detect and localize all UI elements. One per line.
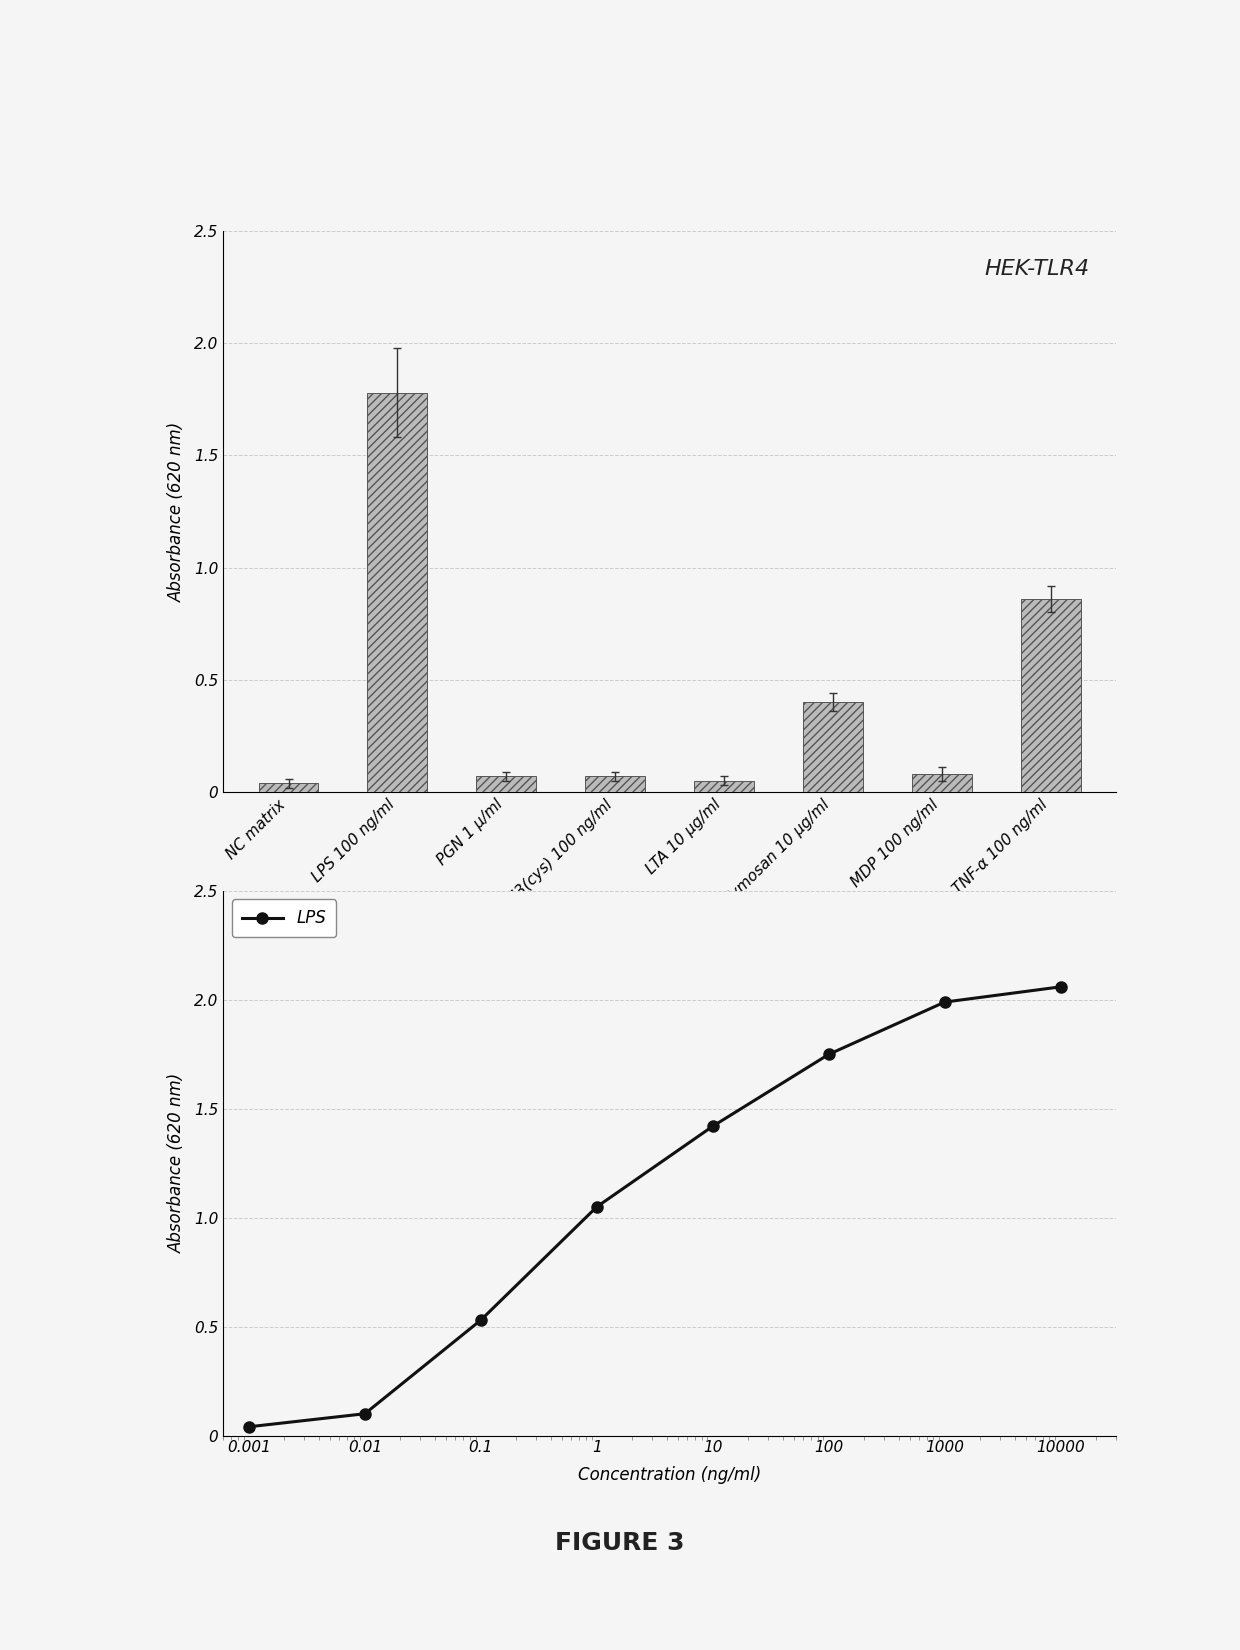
- LPS: [474, 1310, 489, 1330]
- Y-axis label: Absorbance (620 nm): Absorbance (620 nm): [167, 1072, 186, 1254]
- Text: FIGURE 3: FIGURE 3: [556, 1531, 684, 1554]
- Bar: [259, 784, 319, 792]
- LPS: [242, 1417, 257, 1437]
- Bar: [694, 780, 754, 792]
- LPS: [821, 1044, 836, 1064]
- Y-axis label: Absorbance (620 nm): Absorbance (620 nm): [167, 421, 186, 602]
- LPS: [706, 1117, 720, 1137]
- Text: HEK-TLR4: HEK-TLR4: [985, 259, 1089, 279]
- Bar: [585, 776, 645, 792]
- Bar: [911, 774, 972, 792]
- LPS: [589, 1196, 604, 1216]
- LPS: [937, 992, 952, 1011]
- Bar: [367, 393, 428, 792]
- Bar: [1021, 599, 1080, 792]
- X-axis label: Concentration (ng/ml): Concentration (ng/ml): [578, 1467, 761, 1485]
- LPS: [357, 1404, 372, 1424]
- Line: LPS: LPS: [243, 982, 1066, 1432]
- LPS: [1053, 977, 1068, 997]
- Bar: [804, 703, 863, 792]
- Bar: [476, 776, 536, 792]
- Legend: LPS: LPS: [232, 899, 336, 937]
